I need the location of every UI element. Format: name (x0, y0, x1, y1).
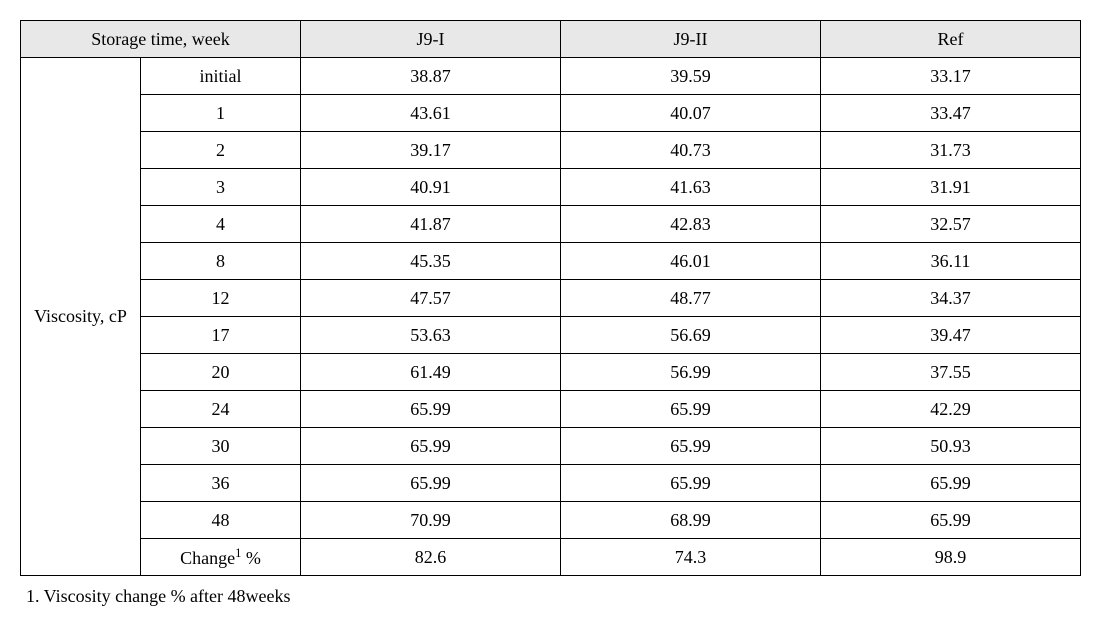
table-row: 3 40.91 41.63 31.91 (21, 169, 1081, 206)
cell: 65.99 (301, 391, 561, 428)
cell: 33.47 (821, 95, 1081, 132)
rowhead-viscosity: Viscosity, cP (21, 58, 141, 576)
footnote: 1. Viscosity change % after 48weeks (20, 586, 1083, 607)
time-label-1: 1 (141, 95, 301, 132)
cell: 39.17 (301, 132, 561, 169)
table-row: 12 47.57 48.77 34.37 (21, 280, 1081, 317)
table-row: 17 53.63 56.69 39.47 (21, 317, 1081, 354)
cell: 31.73 (821, 132, 1081, 169)
cell: 41.87 (301, 206, 561, 243)
cell: 65.99 (561, 391, 821, 428)
cell: 48.77 (561, 280, 821, 317)
change-row: Change1 % 82.6 74.3 98.9 (21, 539, 1081, 576)
cell: 65.99 (821, 465, 1081, 502)
cell: 36.11 (821, 243, 1081, 280)
cell: 39.59 (561, 58, 821, 95)
header-col-2: Ref (821, 21, 1081, 58)
time-label-2: 2 (141, 132, 301, 169)
cell: 70.99 (301, 502, 561, 539)
time-label-6: 12 (141, 280, 301, 317)
cell: 65.99 (301, 428, 561, 465)
cell: 34.37 (821, 280, 1081, 317)
cell: 65.99 (561, 465, 821, 502)
viscosity-table: Storage time, week J9-I J9-II Ref Viscos… (20, 20, 1081, 576)
cell: 41.63 (561, 169, 821, 206)
time-label-5: 8 (141, 243, 301, 280)
table-row: 30 65.99 65.99 50.93 (21, 428, 1081, 465)
cell: 37.55 (821, 354, 1081, 391)
cell: 39.47 (821, 317, 1081, 354)
cell: 65.99 (821, 502, 1081, 539)
cell: 61.49 (301, 354, 561, 391)
cell: 46.01 (561, 243, 821, 280)
header-col-1: J9-II (561, 21, 821, 58)
table-row: 36 65.99 65.99 65.99 (21, 465, 1081, 502)
table-row: 8 45.35 46.01 36.11 (21, 243, 1081, 280)
table-row: Viscosity, cP initial 38.87 39.59 33.17 (21, 58, 1081, 95)
table-row: 1 43.61 40.07 33.47 (21, 95, 1081, 132)
cell: 47.57 (301, 280, 561, 317)
header-storage-time: Storage time, week (21, 21, 301, 58)
cell: 42.83 (561, 206, 821, 243)
cell: 31.91 (821, 169, 1081, 206)
table-row: 24 65.99 65.99 42.29 (21, 391, 1081, 428)
cell: 68.99 (561, 502, 821, 539)
change-cell-2: 98.9 (821, 539, 1081, 576)
time-label-11: 36 (141, 465, 301, 502)
cell: 42.29 (821, 391, 1081, 428)
cell: 40.91 (301, 169, 561, 206)
cell: 38.87 (301, 58, 561, 95)
time-label-3: 3 (141, 169, 301, 206)
cell: 40.07 (561, 95, 821, 132)
cell: 56.99 (561, 354, 821, 391)
cell: 43.61 (301, 95, 561, 132)
time-label-0: initial (141, 58, 301, 95)
time-label-12: 48 (141, 502, 301, 539)
change-cell-0: 82.6 (301, 539, 561, 576)
time-label-4: 4 (141, 206, 301, 243)
cell: 33.17 (821, 58, 1081, 95)
table-row: 48 70.99 68.99 65.99 (21, 502, 1081, 539)
table-row: 4 41.87 42.83 32.57 (21, 206, 1081, 243)
cell: 40.73 (561, 132, 821, 169)
cell: 32.57 (821, 206, 1081, 243)
cell: 65.99 (301, 465, 561, 502)
cell: 65.99 (561, 428, 821, 465)
table-body: Viscosity, cP initial 38.87 39.59 33.17 … (21, 58, 1081, 576)
header-row: Storage time, week J9-I J9-II Ref (21, 21, 1081, 58)
time-label-9: 24 (141, 391, 301, 428)
cell: 56.69 (561, 317, 821, 354)
cell: 53.63 (301, 317, 561, 354)
time-label-8: 20 (141, 354, 301, 391)
table-row: 2 39.17 40.73 31.73 (21, 132, 1081, 169)
header-col-0: J9-I (301, 21, 561, 58)
cell: 45.35 (301, 243, 561, 280)
time-label-7: 17 (141, 317, 301, 354)
change-label: Change1 % (141, 539, 301, 576)
time-label-10: 30 (141, 428, 301, 465)
table-row: 20 61.49 56.99 37.55 (21, 354, 1081, 391)
cell: 50.93 (821, 428, 1081, 465)
change-cell-1: 74.3 (561, 539, 821, 576)
